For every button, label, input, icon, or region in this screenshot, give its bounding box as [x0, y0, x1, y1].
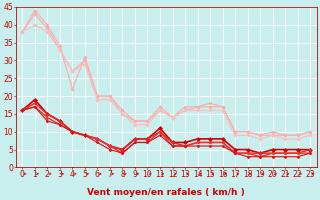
X-axis label: Vent moyen/en rafales ( km/h ): Vent moyen/en rafales ( km/h )	[87, 188, 245, 197]
